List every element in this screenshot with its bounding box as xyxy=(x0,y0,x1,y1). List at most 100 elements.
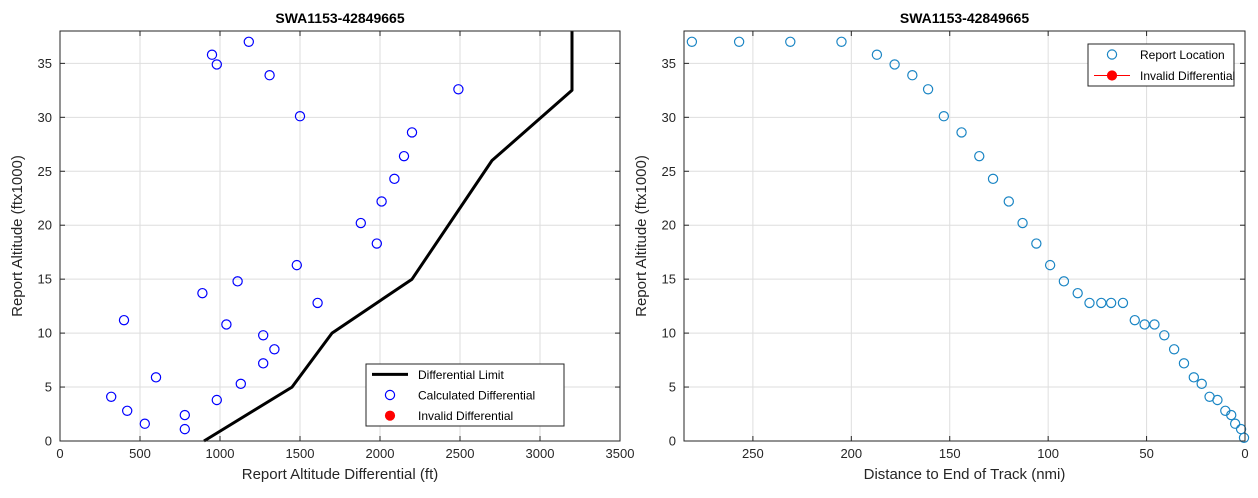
axes-frame xyxy=(683,30,1246,442)
data-point xyxy=(1003,196,1014,207)
data-point xyxy=(1159,330,1170,341)
data-point xyxy=(1129,314,1140,326)
chart-title: SWA1153-42849665 xyxy=(900,10,1029,26)
chart-title: SWA1153-42849665 xyxy=(275,10,404,26)
data-point xyxy=(1238,432,1250,443)
legend-label: Calculated Differential xyxy=(418,389,535,403)
y-tick-label: 30 xyxy=(662,110,676,125)
axes-frame xyxy=(59,30,621,442)
legend-swatch-marker xyxy=(384,410,396,421)
series-line-0 xyxy=(203,31,574,443)
data-point xyxy=(836,36,847,47)
x-tick-label: 1500 xyxy=(286,446,315,461)
x-tick-label: 3500 xyxy=(606,446,635,461)
x-tick-label: 50 xyxy=(1139,446,1153,461)
data-point xyxy=(258,330,269,341)
data-point xyxy=(243,36,254,47)
legend-label: Report Location xyxy=(1140,48,1225,62)
x-tick-label: 2500 xyxy=(446,446,475,461)
data-point xyxy=(406,127,418,138)
y-tick-label: 25 xyxy=(38,164,52,179)
data-point xyxy=(1149,319,1160,330)
plot-area xyxy=(684,31,1245,441)
y-tick-label: 5 xyxy=(45,380,52,395)
chart-right: 250 200 150 100 50 0 0 5 10 15 20 25 30 35 SWA1153-428… xyxy=(633,10,1250,483)
data-point xyxy=(211,59,222,70)
x-tick-label: 150 xyxy=(939,446,961,461)
x-tick-label: 2000 xyxy=(366,446,395,461)
x-axis-label: Report Altitude Differential (ft) xyxy=(242,466,438,483)
y-tick-label: 25 xyxy=(662,164,676,179)
data-point xyxy=(889,59,900,70)
data-point xyxy=(121,405,133,416)
data-point xyxy=(105,391,117,402)
data-point xyxy=(1178,358,1190,369)
data-point xyxy=(150,372,162,383)
data-point xyxy=(291,259,302,271)
chart-left: 0 500 1000 1500 2000 2500 3000 3500 0 5 10 15 20 25 30… xyxy=(9,10,634,483)
data-point xyxy=(871,49,883,60)
data-point xyxy=(269,344,280,355)
data-point xyxy=(206,49,218,60)
data-point xyxy=(907,70,918,81)
legend-label: Invalid Differential xyxy=(418,409,513,423)
y-tick-label: 0 xyxy=(669,434,676,449)
data-point xyxy=(733,36,745,47)
data-point xyxy=(1188,372,1200,383)
legend: Differential Limit Calculated Differentia… xyxy=(365,363,565,427)
data-point xyxy=(453,84,464,95)
data-point xyxy=(312,297,323,309)
legend-swatch-marker xyxy=(384,389,396,401)
data-point xyxy=(1096,297,1107,309)
data-point xyxy=(1117,297,1129,309)
x-tick-label: 0 xyxy=(1241,446,1248,461)
data-point xyxy=(232,276,243,287)
data-point xyxy=(785,36,796,47)
y-tick-label: 35 xyxy=(38,56,52,71)
data-point xyxy=(235,378,246,390)
data-point xyxy=(1058,276,1070,287)
legend-swatch-marker xyxy=(1106,49,1118,60)
x-tick-label: 1000 xyxy=(206,446,235,461)
legend-label: Invalid Differential xyxy=(1140,69,1235,83)
legend: Report Location Invalid Differential xyxy=(1087,43,1235,87)
y-tick-label: 5 xyxy=(669,380,676,395)
data-point xyxy=(956,127,967,138)
data-point xyxy=(1196,378,1207,390)
y-tick-label: 20 xyxy=(38,218,52,233)
data-point xyxy=(139,418,150,429)
data-point xyxy=(398,150,410,162)
data-point xyxy=(938,111,950,122)
data-point xyxy=(1212,394,1223,406)
data-point xyxy=(1017,217,1028,229)
data-point xyxy=(1105,297,1117,309)
data-point xyxy=(1139,319,1150,330)
data-point xyxy=(197,287,208,299)
data-point xyxy=(1044,259,1056,271)
y-tick-label: 20 xyxy=(662,218,676,233)
data-point xyxy=(211,394,222,406)
data-point xyxy=(294,111,306,122)
x-axis-label: Distance to End of Track (nmi) xyxy=(864,466,1066,483)
data-point xyxy=(371,238,382,249)
y-tick-label: 0 xyxy=(45,434,52,449)
data-point xyxy=(376,196,387,207)
data-point xyxy=(179,409,190,421)
y-axis-label: Report Altitude (ftx1000) xyxy=(9,155,26,317)
x-tick-label: 0 xyxy=(56,446,63,461)
data-point xyxy=(987,173,999,185)
data-point xyxy=(1229,418,1241,429)
legend-swatch-marker xyxy=(1106,70,1118,81)
y-tick-label: 10 xyxy=(38,326,52,341)
data-point xyxy=(686,36,698,47)
data-point xyxy=(258,358,269,369)
data-point xyxy=(1072,287,1083,299)
y-tick-label: 35 xyxy=(662,56,676,71)
y-tick-label: 15 xyxy=(38,272,52,287)
y-tick-label: 30 xyxy=(38,110,52,125)
x-tick-label: 3000 xyxy=(526,446,555,461)
data-point xyxy=(1168,344,1180,355)
data-point xyxy=(1226,409,1237,421)
data-point xyxy=(1084,297,1095,309)
